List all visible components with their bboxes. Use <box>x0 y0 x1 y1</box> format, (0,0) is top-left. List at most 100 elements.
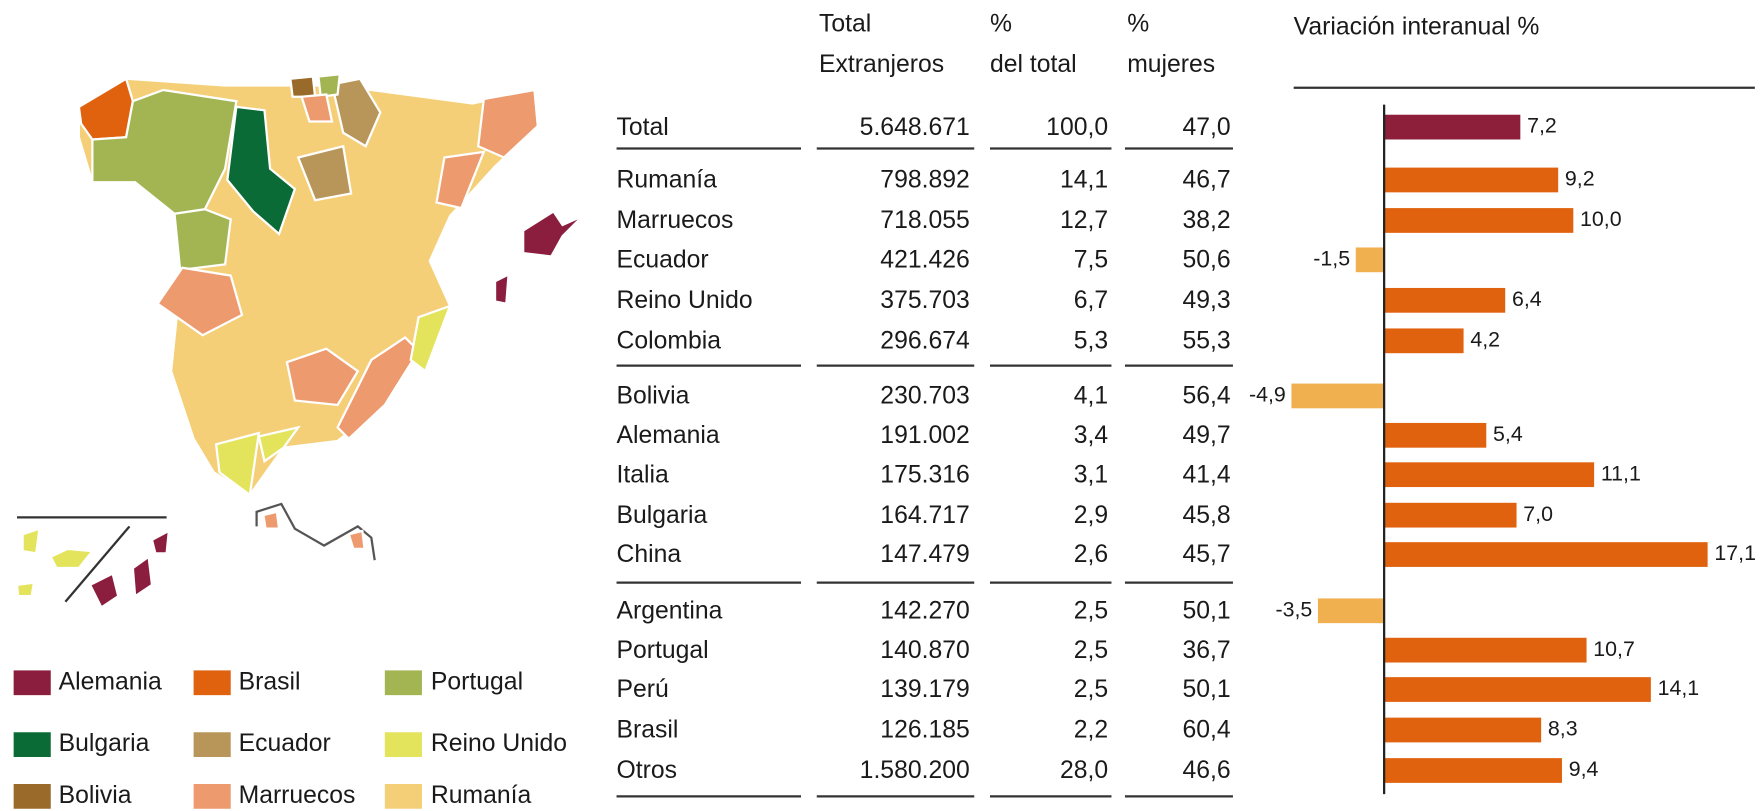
bar <box>1291 383 1385 409</box>
legend-swatch <box>384 732 422 758</box>
row-label: Total <box>617 114 669 141</box>
table-cell: 230.703 <box>880 383 969 410</box>
table-cell: 60,4 <box>1183 717 1231 744</box>
value-label: 10,0 <box>1580 207 1622 231</box>
bar <box>1384 167 1559 193</box>
legend-swatch <box>384 670 422 696</box>
table-cell: 139.179 <box>880 676 969 703</box>
legend-label: Alemania <box>59 668 162 695</box>
bar <box>1384 502 1517 528</box>
row-label: Alemania <box>617 422 720 449</box>
table-cell: 140.870 <box>880 637 969 664</box>
value-label: -4,9 <box>1249 383 1286 407</box>
table-cell: 45,7 <box>1183 541 1231 568</box>
legend-swatch <box>384 784 422 809</box>
row-label: Bulgaria <box>617 502 708 529</box>
table-cell: 164.717 <box>880 502 969 529</box>
column-header: % <box>1127 10 1149 37</box>
table-cell: 296.674 <box>880 327 970 354</box>
bar <box>1384 542 1708 567</box>
table-cell: 798.892 <box>880 167 969 194</box>
column-header: Total <box>819 10 871 37</box>
table-cell: 7,5 <box>1074 246 1108 273</box>
row-label: Colombia <box>617 327 722 354</box>
table-cell: 47,0 <box>1183 114 1231 141</box>
table-cell: 718.055 <box>880 207 969 234</box>
bar <box>1384 422 1487 448</box>
legend-label: Bolivia <box>59 782 132 809</box>
bar <box>1384 328 1464 354</box>
table-cell: 46,7 <box>1183 167 1231 194</box>
legend-swatch <box>193 732 231 758</box>
column-header: del total <box>990 51 1077 78</box>
table-cell: 175.316 <box>880 461 969 488</box>
value-label: 11,1 <box>1601 461 1641 485</box>
table-cell: 6,7 <box>1074 287 1108 314</box>
row-label: Portugal <box>617 637 709 664</box>
map <box>15 72 584 610</box>
table-cell: 2,6 <box>1074 541 1108 568</box>
row-label: Rumanía <box>617 167 718 194</box>
legend-label: Reino Unido <box>431 730 567 757</box>
table-cell: 2,5 <box>1074 597 1108 624</box>
table-cell: 3,1 <box>1074 461 1108 488</box>
table-cell: 36,7 <box>1183 637 1231 664</box>
value-label: 6,4 <box>1512 287 1542 311</box>
bar <box>1384 717 1542 743</box>
row-label: Brasil <box>617 717 679 744</box>
value-label: 9,2 <box>1565 167 1595 191</box>
table-cell: 375.703 <box>880 287 969 314</box>
value-label: 14,1 <box>1658 676 1700 700</box>
value-label: 10,7 <box>1593 637 1635 661</box>
table-cell: 38,2 <box>1183 207 1231 234</box>
legend-label: Bulgaria <box>59 730 150 757</box>
table-cell: 49,7 <box>1183 422 1231 449</box>
legend-label: Portugal <box>431 668 523 695</box>
bar <box>1384 758 1562 783</box>
bar <box>1384 287 1506 313</box>
legend-label: Rumanía <box>431 782 532 809</box>
table-cell: 55,3 <box>1183 327 1231 354</box>
row-label: Otros <box>617 757 677 784</box>
table-cell: 46,6 <box>1183 757 1231 784</box>
table-cell: 41,4 <box>1183 461 1231 488</box>
table-cell: 2,5 <box>1074 637 1108 664</box>
bar <box>1384 208 1574 233</box>
bar <box>1355 247 1385 273</box>
legend-swatch <box>193 784 231 809</box>
table-cell: 100,0 <box>1046 114 1108 141</box>
bar <box>1317 598 1385 624</box>
value-label: 4,2 <box>1470 327 1500 351</box>
value-label: 17,1 <box>1714 541 1756 565</box>
row-label: Marruecos <box>617 207 734 234</box>
table-cell: 12,7 <box>1060 207 1108 234</box>
table-cell: 2,5 <box>1074 676 1108 703</box>
table-cell: 147.479 <box>880 541 969 568</box>
legend-label: Marruecos <box>239 782 356 809</box>
table-cell: 2,2 <box>1074 717 1108 744</box>
table-cell: 14,1 <box>1060 167 1108 194</box>
row-label: Reino Unido <box>617 287 753 314</box>
legend-swatch <box>13 670 51 696</box>
value-label: -1,5 <box>1313 246 1350 270</box>
chart-title: Variación interanual % <box>1294 14 1540 41</box>
value-label: 5,4 <box>1493 422 1523 446</box>
row-label: Italia <box>617 461 669 488</box>
value-label: 8,3 <box>1548 717 1578 741</box>
bar <box>1384 462 1595 488</box>
table-cell: 4,1 <box>1074 383 1108 410</box>
legend-label: Ecuador <box>239 730 331 757</box>
bar <box>1384 677 1651 702</box>
table-cell: 5.648.671 <box>860 114 970 141</box>
value-label: -3,5 <box>1275 597 1312 621</box>
legend-swatch <box>13 732 51 758</box>
table-cell: 1.580.200 <box>860 757 970 784</box>
table-cell: 191.002 <box>880 422 969 449</box>
row-label: Perú <box>617 676 669 703</box>
legend-label: Brasil <box>239 668 301 695</box>
table-cell: 5,3 <box>1074 327 1108 354</box>
bar <box>1384 637 1587 663</box>
table-cell: 3,4 <box>1074 422 1109 449</box>
